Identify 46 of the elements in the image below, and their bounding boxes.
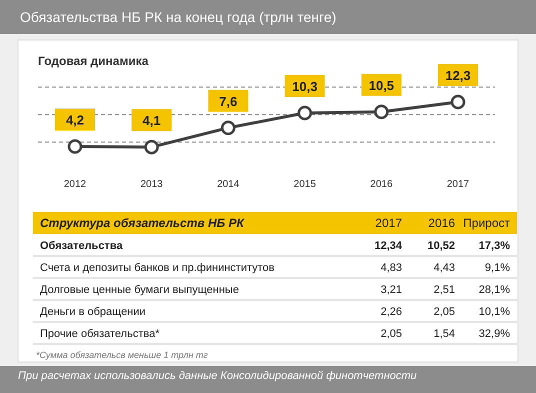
- data-label: 4,1: [142, 113, 161, 128]
- data-label: 10,52: [427, 240, 455, 252]
- data-label: 2,05: [434, 306, 455, 318]
- data-label: 12,3: [445, 68, 471, 84]
- x-tick-label: 2016: [370, 179, 393, 190]
- point: [220, 120, 236, 136]
- text: 2016: [428, 216, 456, 230]
- data-label: 9,1%: [484, 262, 510, 274]
- text: Структура обязательств НБ РК: [40, 216, 246, 230]
- category-label: Счета и депозиты банков и пр.фининститутов: [40, 262, 275, 274]
- text: При расчетах использовались данные Консолидированной финотчетности: [18, 370, 417, 382]
- x-tick-label: 2017: [446, 179, 470, 190]
- category-label: Долговые ценные бумаги выпущенные: [40, 284, 239, 296]
- category-label: Обязательства: [40, 240, 124, 252]
- data-label: 12,34: [374, 240, 403, 252]
- data-label: 3,21: [380, 284, 402, 296]
- data-label: 28,1%: [478, 284, 510, 296]
- data-label: 1,54: [434, 328, 455, 340]
- text: Прирост: [463, 216, 510, 230]
- x-tick-label: 2015: [294, 179, 316, 190]
- point: [374, 104, 389, 120]
- data-label: 10,1%: [478, 306, 510, 318]
- data-label: 17,3%: [478, 240, 510, 252]
- text: 2017: [375, 216, 402, 230]
- chart-subtitle: Годовая динамика: [38, 54, 149, 68]
- point: [298, 106, 312, 120]
- data-label: 4,43: [434, 262, 455, 274]
- point: [68, 139, 82, 154]
- data-label: 2,51: [434, 284, 455, 296]
- x-tick-label: 2014: [217, 179, 240, 190]
- data-label: 2,05: [380, 328, 402, 340]
- data-label: 4,83: [380, 262, 402, 274]
- x-tick-label: 2013: [140, 179, 164, 190]
- data-label: 10,3: [292, 79, 318, 94]
- x-tick-label: 2012: [64, 179, 87, 190]
- data-label: 32,9%: [478, 328, 510, 340]
- chart-title: Обязательства НБ РК на конец года (трлн тенге): [20, 9, 336, 25]
- data-label: 4,2: [66, 112, 84, 128]
- category-label: Деньги в обращении: [40, 306, 146, 318]
- data-label: 2,26: [380, 306, 402, 318]
- category-label: Прочие обязательства*: [40, 328, 160, 340]
- text: *Сумма обязательсв меньше 1 трлн тг: [36, 350, 208, 360]
- point: [144, 140, 159, 154]
- data-label: 7,6: [219, 94, 238, 109]
- point: [450, 94, 466, 110]
- data-label: 10,5: [368, 78, 394, 93]
